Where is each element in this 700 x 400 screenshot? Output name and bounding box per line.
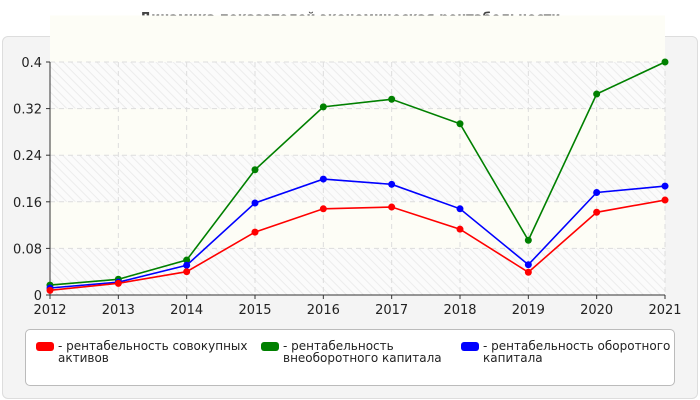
series-line bbox=[49, 61, 666, 286]
series-line bbox=[49, 199, 666, 292]
y-tick-label: 0.24 bbox=[13, 149, 42, 164]
data-point bbox=[524, 236, 532, 244]
data-point bbox=[456, 205, 464, 213]
data-point bbox=[319, 205, 327, 213]
legend-item-total-assets: - рентабельность совокупных активов bbox=[36, 340, 251, 364]
x-tick-label: 2012 bbox=[33, 303, 66, 318]
x-tick-label: 2016 bbox=[307, 303, 340, 318]
y-tick-label: 0.08 bbox=[13, 242, 42, 257]
data-point bbox=[661, 182, 669, 190]
data-point bbox=[593, 90, 601, 98]
y-tick-label: 0 bbox=[34, 289, 42, 304]
legend-swatch-blue bbox=[461, 342, 479, 351]
data-point bbox=[661, 58, 669, 66]
data-point bbox=[251, 199, 259, 207]
x-tick-label: 2018 bbox=[443, 303, 476, 318]
series-line bbox=[49, 178, 666, 289]
x-tick-label: 2015 bbox=[238, 303, 271, 318]
x-tick-label: 2020 bbox=[580, 303, 613, 318]
data-point bbox=[388, 95, 396, 103]
legend-label: - рентабельность внеоборотного капитала bbox=[283, 339, 442, 365]
legend-label: - рентабельность оборотного капитала bbox=[483, 339, 671, 365]
data-point bbox=[183, 268, 191, 276]
x-tick-label: 2019 bbox=[512, 303, 545, 318]
plot-band bbox=[50, 15, 665, 62]
y-tick-label: 0.16 bbox=[13, 196, 42, 211]
legend-item-current-capital: - рентабельность оборотного капитала bbox=[461, 340, 671, 364]
legend: - рентабельность совокупных активов - ре… bbox=[25, 329, 675, 386]
x-tick-label: 2013 bbox=[102, 303, 135, 318]
data-point bbox=[661, 196, 669, 204]
data-point bbox=[524, 261, 532, 269]
x-tick-label: 2021 bbox=[648, 303, 681, 318]
x-tick-label: 2017 bbox=[375, 303, 408, 318]
data-point bbox=[388, 203, 396, 211]
data-point bbox=[183, 256, 191, 264]
plot-area bbox=[50, 62, 665, 295]
data-point bbox=[456, 120, 464, 128]
legend-item-noncurrent-capital: - рентабельность внеоборотного капитала bbox=[261, 340, 461, 364]
y-tick-label: 0.32 bbox=[13, 103, 42, 118]
legend-label: - рентабельность совокупных активов bbox=[58, 339, 248, 365]
data-point bbox=[251, 166, 259, 174]
legend-swatch-red bbox=[36, 342, 54, 351]
data-point bbox=[46, 286, 54, 294]
legend-swatch-green bbox=[261, 342, 279, 351]
x-tick-label: 2014 bbox=[170, 303, 203, 318]
data-point bbox=[593, 188, 601, 196]
plot-band bbox=[50, 201, 665, 249]
data-point bbox=[456, 225, 464, 233]
plot-band bbox=[50, 108, 665, 156]
data-point bbox=[114, 279, 122, 287]
data-point bbox=[388, 180, 396, 188]
data-point bbox=[593, 208, 601, 216]
data-point bbox=[183, 261, 191, 269]
data-point bbox=[319, 103, 327, 111]
data-point bbox=[524, 268, 532, 276]
y-tick-label: 0.4 bbox=[21, 56, 42, 71]
data-point bbox=[319, 175, 327, 183]
data-point bbox=[251, 228, 259, 236]
